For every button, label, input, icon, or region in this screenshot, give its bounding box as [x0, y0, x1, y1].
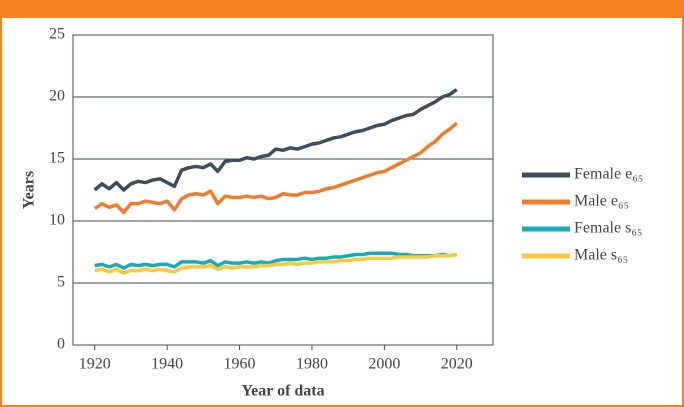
- x-tick-label: 2000: [368, 356, 400, 373]
- y-axis-label: Years: [21, 171, 38, 209]
- plot-frame: [72, 34, 494, 346]
- legend-label: Female s₆₅: [574, 220, 642, 237]
- series-line: [93, 121, 458, 215]
- y-tick-label: 5: [57, 274, 65, 291]
- x-tick-label: 1960: [224, 356, 256, 373]
- x-tick-label: 1980: [296, 356, 328, 373]
- legend-label: Male e₆₅: [574, 193, 629, 210]
- x-axis-label: Year of data: [241, 383, 324, 400]
- series-line: [94, 252, 458, 275]
- legend-label: Female e₆₅: [574, 166, 643, 183]
- x-tick-label: 1920: [79, 356, 111, 373]
- x-tick-label: 2020: [441, 356, 473, 373]
- header-bar: [0, 0, 684, 18]
- series-line: [93, 88, 458, 192]
- y-tick-label: 20: [49, 88, 65, 105]
- legend-label: Male s₆₅: [574, 247, 628, 264]
- x-tick-label: 1940: [151, 356, 183, 373]
- y-tick-label: 25: [49, 26, 65, 43]
- y-tick-label: 15: [49, 150, 65, 167]
- series-line: [94, 251, 458, 270]
- y-tick-label: 10: [49, 212, 65, 229]
- y-tick-label: 0: [57, 336, 65, 353]
